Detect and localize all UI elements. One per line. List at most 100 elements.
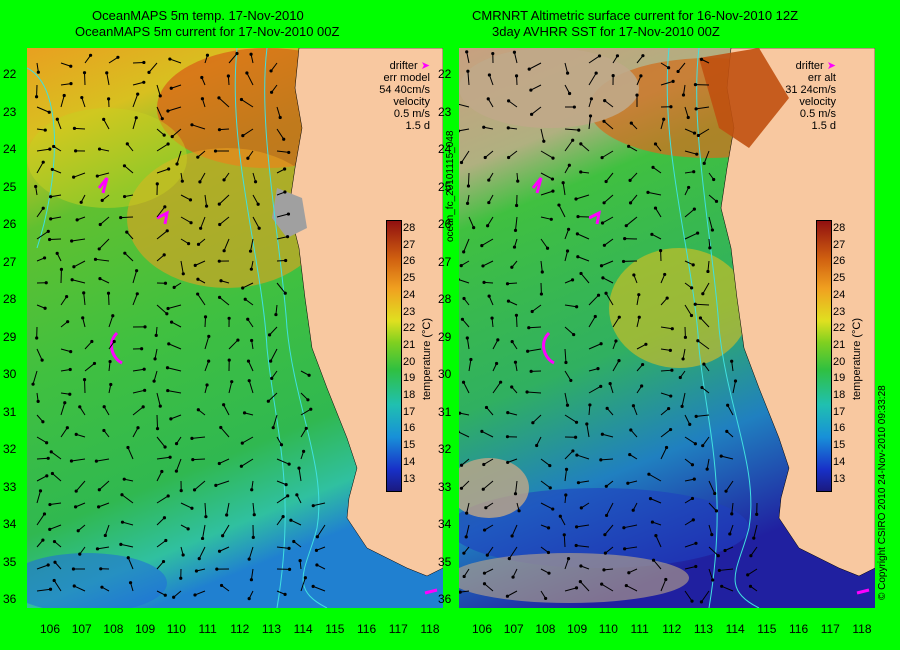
current-arrow [167,390,182,394]
current-arrow [701,590,710,603]
current-arrow-head [73,505,78,509]
current-arrow-head [544,596,548,601]
colorbar-tick-left: 25 [403,272,416,285]
latitude-label-right: 35 [438,554,452,569]
latitude-label-left: 28 [3,292,17,306]
current-arrow-head [42,256,47,260]
current-arrow [732,380,736,394]
current-arrow [132,293,138,306]
current-arrow [700,317,710,328]
current-arrow-head [266,399,270,403]
current-arrow [564,558,569,570]
current-arrow-head [496,338,500,342]
current-arrow-head [535,443,539,448]
current-arrow [580,143,590,152]
current-arrow-head [574,525,579,529]
current-arrow [132,61,144,64]
current-arrow-head [155,182,159,186]
current-arrow [564,229,570,240]
current-arrow [747,568,758,576]
current-arrow-head [510,265,514,269]
current-arrow-head [218,222,222,227]
current-arrow-head [48,502,52,507]
current-arrow-head [169,86,173,90]
current-arrow [32,370,38,385]
current-arrow [83,292,86,306]
current-arrow [226,502,230,516]
current-arrow [108,56,119,64]
current-arrow-head [80,95,84,100]
current-arrow-head [669,394,673,398]
current-arrow [540,458,551,466]
current-arrow-head [725,429,729,433]
current-arrow [481,238,494,247]
current-arrow-head [622,526,626,530]
current-arrow-head [600,221,605,225]
current-arrow-head [63,401,67,405]
current-arrow-head [204,515,208,519]
current-arrow-head [98,222,102,227]
current-arrow [682,84,686,96]
current-arrow [731,502,734,514]
left-colorbar-label: temperature (°C) [421,317,433,400]
longitude-label-right: 115 [757,622,777,636]
current-arrow-head [246,317,250,321]
current-arrow-head [41,538,45,542]
current-arrow-head [711,578,715,582]
current-arrow [540,190,554,196]
current-arrow [721,455,734,460]
current-arrow-head [600,156,604,160]
current-arrow-head [270,376,274,380]
current-arrow-head [484,405,489,410]
current-arrow [601,583,614,592]
current-arrow-head [49,450,53,454]
current-arrow [49,524,62,530]
current-arrow [36,161,44,174]
current-arrow [492,339,499,350]
current-arrow-head [525,390,529,394]
current-arrow [167,367,182,372]
current-arrow-head [99,567,103,571]
current-arrow-head [702,362,706,366]
current-arrow-head [41,420,45,424]
current-arrow [204,336,210,350]
latitude-label-right: 25 [438,179,452,194]
current-arrow [651,233,662,240]
longitude-label-left: 106 [40,622,61,636]
current-arrow-head [527,67,531,71]
current-arrow-head [70,278,74,282]
current-arrow-head [623,547,627,551]
current-arrow-head [246,156,250,160]
current-arrow-head [513,360,518,364]
current-arrow-head [505,282,510,286]
current-arrow [200,216,206,229]
current-arrow-head [166,494,170,498]
current-arrow-head [548,463,552,468]
current-arrow-head [246,359,251,363]
current-arrow-head [226,74,230,78]
current-arrow-head [701,292,705,296]
current-arrow [36,148,50,152]
current-arrow-head [196,242,201,246]
current-arrow-head [108,359,112,364]
current-arrow [290,519,302,526]
current-arrow-head [462,551,466,555]
current-arrow-head [459,160,464,165]
colorbar-tick-left: 13 [403,472,416,485]
current-arrow [647,191,662,196]
current-arrow [156,471,163,482]
current-arrow-head [142,60,146,65]
current-arrow [623,524,638,529]
current-arrow [655,207,662,218]
current-arrow-head [752,536,756,540]
current-arrow-head [283,167,287,171]
current-arrow-head [708,246,712,250]
current-arrow [511,524,518,537]
current-arrow [276,236,288,240]
current-arrow-head [628,201,633,205]
current-arrow [731,361,734,372]
current-arrow-head [548,486,552,490]
current-arrow-head [510,339,514,344]
current-arrow [559,515,566,526]
current-arrow-head [469,357,473,362]
